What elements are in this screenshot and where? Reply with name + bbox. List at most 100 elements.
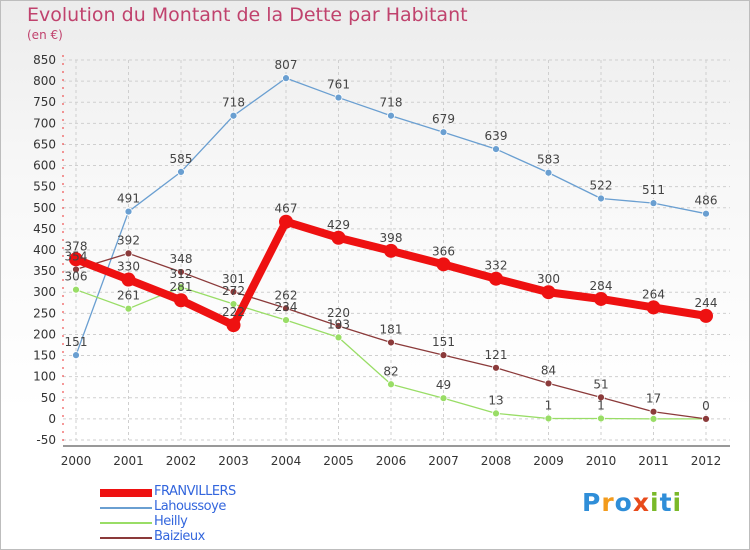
y-tick-label: -50: [36, 433, 56, 447]
logo-letter: i: [650, 488, 660, 517]
data-label: 0: [702, 399, 710, 413]
data-point: [229, 300, 238, 308]
legend-label: Baizieux: [154, 529, 205, 544]
y-tick-label: 650: [33, 137, 56, 151]
data-point: [646, 300, 661, 315]
data-label: 522: [590, 178, 613, 192]
legend-item-lahoussoye: Lahoussoye: [100, 499, 400, 516]
x-tick-label: 2007: [428, 454, 459, 468]
y-tick-label: 300: [33, 285, 56, 299]
data-point: [544, 414, 553, 423]
data-point: [69, 252, 83, 267]
y-tick-label: 550: [33, 180, 56, 194]
data-point: [597, 393, 605, 402]
data-label: 583: [537, 153, 560, 167]
data-point: [544, 168, 553, 177]
x-tick-label: 2003: [218, 454, 249, 468]
data-point: [331, 230, 346, 245]
data-point: [492, 145, 500, 153]
y-tick-label: 0: [48, 412, 56, 426]
data-label: 679: [432, 112, 455, 126]
data-point: [174, 293, 188, 308]
data-point: [492, 409, 500, 418]
data-point: [439, 351, 448, 360]
data-label: 718: [380, 96, 403, 110]
x-tick-label: 2005: [323, 454, 354, 468]
x-tick-label: 2000: [61, 454, 92, 468]
data-label: 1: [545, 398, 553, 412]
data-label: 486: [695, 194, 718, 208]
data-label: 378: [65, 239, 88, 253]
legend-label: FRANVILLERS: [154, 484, 236, 499]
data-label: 312: [170, 267, 193, 281]
x-tick-label: 2001: [113, 454, 144, 468]
data-label: 49: [436, 378, 451, 392]
y-tick-label: 850: [33, 53, 56, 67]
data-label: 348: [170, 252, 193, 266]
y-tick-label: 700: [33, 116, 56, 130]
data-label: 467: [275, 202, 298, 216]
data-point: [334, 333, 343, 342]
data-label: 807: [275, 58, 298, 72]
data-label: 491: [117, 192, 140, 206]
data-label: 1: [597, 398, 605, 412]
data-point: [124, 249, 133, 258]
data-label: 301: [222, 272, 245, 286]
data-point: [436, 257, 451, 272]
data-label: 281: [170, 280, 193, 294]
data-point: [541, 285, 556, 300]
data-point: [387, 338, 395, 347]
data-point: [72, 351, 80, 360]
data-label: 244: [695, 296, 718, 310]
data-point: [489, 271, 503, 286]
logo-letter: r: [601, 488, 615, 517]
data-label: 284: [590, 279, 613, 293]
data-point: [649, 407, 658, 416]
data-label: 17: [646, 392, 661, 406]
data-label: 366: [432, 244, 455, 258]
data-label: 511: [642, 183, 665, 197]
data-label: 300: [537, 272, 560, 286]
data-label: 306: [65, 270, 88, 284]
data-point: [649, 414, 658, 423]
data-label: 272: [222, 284, 245, 298]
data-label: 398: [380, 231, 403, 245]
data-point: [702, 414, 710, 423]
data-point: [597, 414, 605, 423]
data-label: 82: [383, 364, 398, 378]
legend-item-baizieux: Baizieux: [100, 529, 400, 546]
data-point: [226, 318, 241, 333]
logo-letter: x: [632, 488, 650, 517]
data-point: [699, 308, 713, 323]
data-label: 354: [65, 249, 88, 263]
chart-unit: (en €): [27, 28, 63, 42]
logo-letter: t: [659, 488, 673, 517]
data-label: 220: [327, 306, 350, 320]
data-point: [229, 287, 238, 296]
data-label: 761: [327, 78, 350, 92]
legend-swatch: [100, 489, 152, 497]
legend-swatch: [100, 537, 152, 539]
data-label: 13: [488, 393, 503, 407]
data-label: 151: [432, 335, 455, 349]
data-label: 718: [222, 96, 245, 110]
data-point: [334, 93, 343, 102]
legend-label: Lahoussoye: [154, 499, 226, 514]
data-label: 51: [593, 377, 608, 391]
data-point: [387, 380, 395, 389]
data-label: 222: [222, 305, 245, 319]
data-point: [439, 128, 448, 137]
chart-title: Evolution du Montant de la Dette par Hab…: [27, 4, 468, 26]
data-point: [439, 394, 448, 403]
x-tick-label: 2009: [533, 454, 564, 468]
x-tick-label: 2002: [166, 454, 197, 468]
legend-label: Heilly: [154, 514, 188, 529]
y-tick-label: 150: [33, 349, 56, 363]
y-tick-label: 200: [33, 327, 56, 341]
data-point: [282, 74, 290, 83]
data-label: 330: [117, 260, 140, 274]
y-tick-label: 750: [33, 95, 56, 109]
logo-letter: P: [582, 488, 602, 517]
data-point: [121, 272, 136, 287]
